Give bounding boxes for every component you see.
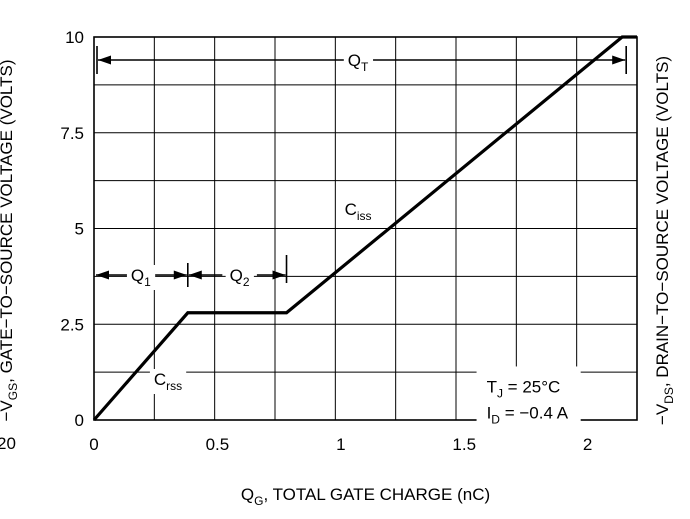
y-left-pre: −V (0, 400, 16, 422)
qt-label-main: Q (348, 51, 361, 70)
dimension-arrows (96, 46, 627, 287)
tj-sub: J (497, 386, 503, 400)
crss-label-background (149, 369, 187, 394)
q1-label-background (126, 265, 156, 290)
plot-frame (93, 36, 638, 421)
q1-label: Q1 (131, 266, 151, 289)
qt-label-background (343, 50, 374, 75)
q2-label-main: Q (230, 266, 243, 285)
x-tick-label: 0.5 (206, 435, 230, 454)
ciss-label-sub: iss (357, 209, 372, 223)
qt-label: QT (348, 51, 369, 74)
y-tick-label: 5 (75, 220, 84, 239)
q1-label-sub: 1 (144, 275, 151, 289)
x-axis-label-main: Q (241, 485, 254, 504)
q2-label: Q2 (230, 266, 250, 289)
y-tick-label: 0 (75, 411, 84, 430)
id-condition: ID = −0.4 A (487, 403, 569, 426)
crss-label: Crss (154, 370, 182, 393)
id-sub: D (491, 412, 500, 426)
ciss-label-main: C (345, 200, 357, 219)
x-axis-label: QG, TOTAL GATE CHARGE (nC) (241, 485, 490, 508)
y-right-pre: −V (653, 403, 672, 425)
y-tick-label: 2.5 (60, 315, 84, 334)
id-rest: = −0.4 A (500, 403, 569, 422)
ciss-label: Ciss (345, 200, 372, 223)
q1-arrow-right-head (173, 270, 187, 280)
x-tick-label: 2 (583, 435, 592, 454)
tick-labels: 0 0.5 1 1.5 2 0 2.5 5 7.5 10 (60, 28, 592, 454)
grid-lines (94, 37, 637, 420)
q2-label-background (225, 265, 254, 290)
qt-label-sub: T (361, 60, 369, 74)
crss-label-sub: rss (166, 379, 182, 393)
q1-label-main: Q (131, 266, 144, 285)
q1-arrow-left-head (96, 270, 109, 280)
q2-arrow-right-head (272, 270, 286, 280)
y-axis-label-left: −VGS, GATE−TO−SOURCE VOLTAGE (VOLTS) (0, 59, 20, 421)
y-left-sub: GS (6, 383, 20, 400)
q2-label-sub: 2 (243, 275, 250, 289)
y-right-sub: DS (662, 387, 676, 404)
id-main: I (487, 403, 492, 422)
x-axis-label-sub: G (254, 494, 263, 508)
y-right-rest: , DRAIN−TO−SOURCE VOLTAGE (VOLTS) (653, 56, 672, 387)
q2-arrow-left-head (188, 270, 202, 280)
qt-arrow-left-head (98, 55, 111, 65)
crss-label-main: C (154, 370, 166, 389)
left-edge-partial-label: 20 (0, 434, 16, 453)
gate-charge-curve (92, 35, 637, 422)
y-tick-label: 7.5 (60, 124, 84, 143)
tj-rest: = 25°C (503, 377, 560, 396)
conditions-box (476, 366, 581, 429)
x-tick-label: 1 (336, 435, 345, 454)
y-axis-label-right: −VDS, DRAIN−TO−SOURCE VOLTAGE (VOLTS) (653, 56, 676, 425)
x-axis-label-rest: , TOTAL GATE CHARGE (nC) (263, 485, 490, 504)
x-tick-label: 0 (89, 435, 98, 454)
y-tick-label: 10 (65, 28, 84, 47)
ciss-label-background (340, 199, 376, 224)
qt-arrow-right-head (612, 55, 626, 65)
y-left-rest: , GATE−TO−SOURCE VOLTAGE (VOLTS) (0, 59, 16, 382)
tj-main: T (487, 377, 497, 396)
x-tick-label: 1.5 (452, 435, 476, 454)
series-layer (92, 35, 637, 422)
tj-condition: TJ = 25°C (487, 377, 561, 400)
